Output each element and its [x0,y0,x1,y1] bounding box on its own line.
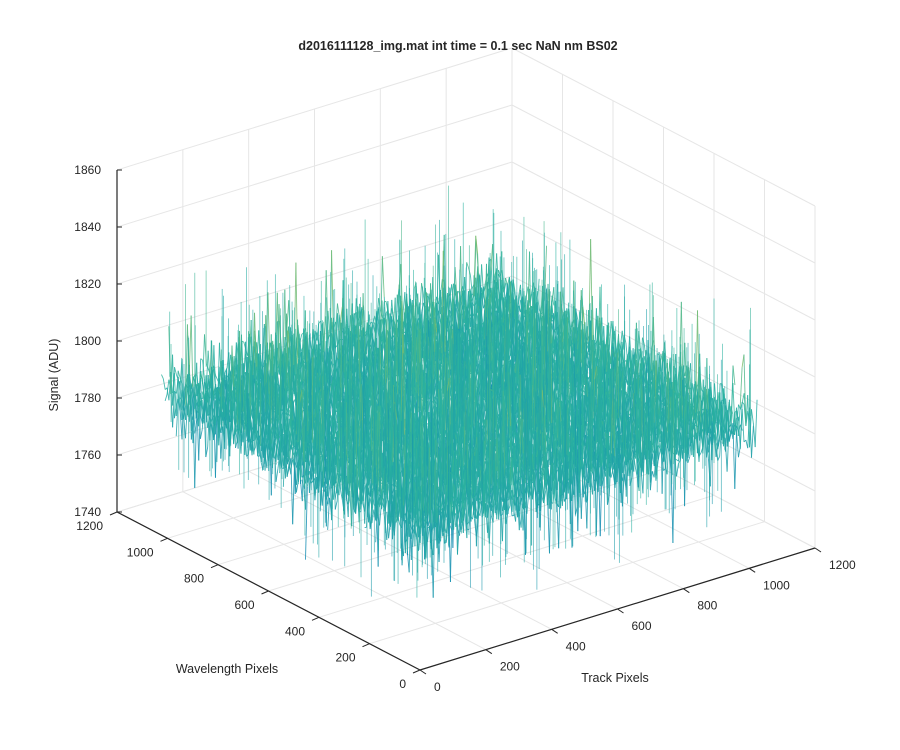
surface-segment [389,308,393,330]
surface-segment [164,394,168,402]
surface-segment [336,303,340,317]
surface-segment [179,381,183,420]
surface-segment [449,307,452,324]
surface-segment [173,373,177,417]
surface-segment [196,417,199,423]
grid-line [511,218,816,378]
surface-segment [190,315,194,399]
surface-segment [213,386,216,401]
surface-segment [456,298,460,304]
surface-segment [233,378,237,416]
surface-segment [188,315,192,374]
surface-segment [175,401,179,437]
surface-segment [254,312,257,371]
surface-segment [166,379,170,395]
signal-surface [161,185,758,598]
surface-segment [197,392,201,419]
grid-line [116,47,513,171]
surface-segment [415,299,419,349]
surface-segment [177,370,181,378]
surface-segment [392,327,396,345]
surface-segment [473,235,477,296]
grid-line [511,47,816,207]
surface-segment [185,405,188,439]
surface-segment [381,256,385,298]
surface-segment [379,336,383,347]
surface-segment [192,387,196,488]
surface-segment [175,370,179,417]
grid-line [511,161,816,321]
surface-segment [211,340,214,396]
surface-segment [199,429,203,439]
surface-segment [454,267,458,299]
surface-segment [161,374,164,379]
surface-segment [201,399,205,419]
surface-segment [199,372,203,380]
surface-segment [451,283,454,308]
surface-segment [466,262,469,269]
surface-segment [327,310,331,336]
surface-segment [323,316,327,336]
surface-segment [475,235,479,254]
surface-segment [213,365,217,376]
surface-segment [215,375,218,380]
surface-segment [448,311,452,328]
surface-segment [473,277,477,325]
surface-segment [280,348,284,365]
surface-segment [194,421,198,434]
surface-segment [174,367,177,375]
surface-segment [201,379,205,398]
surface-segment [185,374,188,420]
surface-segment [202,334,205,385]
surface-segment [299,333,303,343]
surface-segment [518,299,522,313]
surface-segment [267,292,271,360]
surface-segment [198,386,201,439]
surface-segment [185,324,188,406]
surface-segment [207,383,211,416]
surface-segment [241,340,245,343]
surface-segment [200,358,203,361]
surface-segment [323,270,327,352]
grid-line [511,104,816,264]
surface-segment [295,262,299,367]
grid-line [318,494,715,618]
surface-segment [379,300,383,337]
surface-segment [197,383,201,406]
surface-segment [179,409,183,440]
surface-segment [336,314,340,353]
surface-segment [391,308,394,319]
grid-line [116,161,513,285]
surface-segment [259,344,263,404]
surface-segment [190,383,194,444]
surface-segment [172,373,175,394]
surface-segment [202,360,205,379]
surface-segment [259,373,263,378]
grid-line [116,104,513,228]
surface-segment [449,309,452,317]
surface-segment [162,378,166,390]
grid-line [369,521,765,645]
surface-segment [334,321,338,343]
surface-segment [490,287,494,309]
surface-segment [340,298,344,350]
